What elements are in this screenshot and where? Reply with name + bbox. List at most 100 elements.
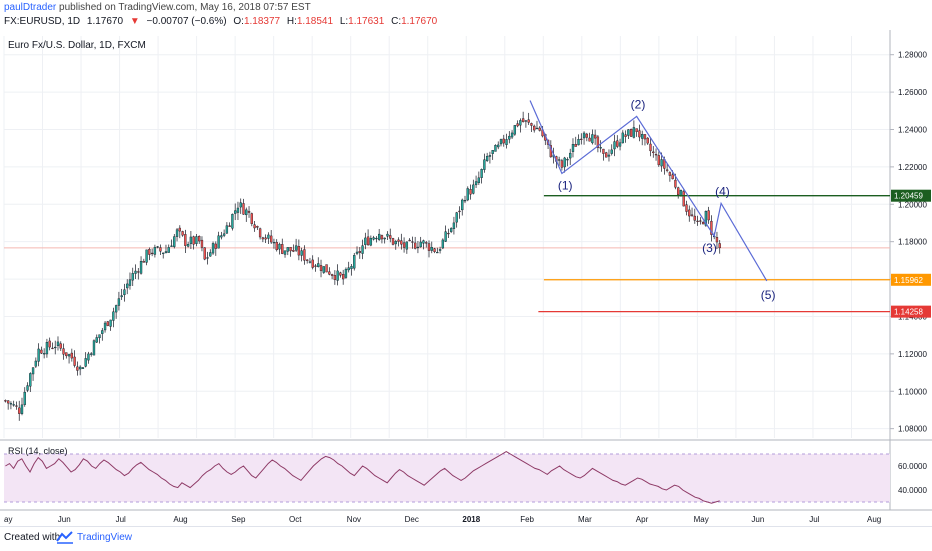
candle (333, 275, 337, 280)
candle (120, 295, 123, 298)
candle (342, 274, 345, 280)
x-tick-label: Aug (867, 515, 881, 524)
candle (250, 213, 253, 224)
candle (472, 184, 475, 194)
candle (62, 348, 65, 355)
candle (430, 247, 433, 251)
candle (652, 151, 655, 154)
candle (355, 251, 359, 254)
candle (657, 155, 660, 166)
price-chart[interactable]: Euro Fx/U.S. Dollar, 1D, FXCM 1.28000 1.26… (0, 30, 932, 524)
x-tick-label: Jul (809, 515, 819, 524)
open-value: 1.18377 (243, 16, 281, 27)
candle (128, 279, 132, 286)
candle (566, 159, 569, 161)
candle (618, 142, 622, 147)
candle (336, 270, 339, 281)
candle (571, 144, 575, 152)
candle (103, 322, 107, 331)
candle (117, 298, 121, 306)
wave-label: (1) (558, 178, 573, 192)
y-tick-label: 1.12000 (898, 350, 927, 359)
candle (200, 239, 204, 248)
candle (391, 238, 395, 245)
candle (242, 203, 245, 215)
wave-label: (4) (715, 184, 730, 198)
candle (308, 261, 312, 263)
high-label: H: (286, 16, 297, 27)
candle (588, 137, 591, 142)
published-text: published on TradingView.com, May 16, 20… (59, 2, 311, 13)
tradingview-brand[interactable]: TradingView (77, 532, 133, 543)
candle (582, 132, 586, 139)
candle (283, 250, 287, 255)
candle (596, 136, 600, 148)
author-link[interactable]: paulDtrader (4, 2, 57, 13)
candle (59, 343, 62, 349)
candle (621, 132, 624, 144)
candle (699, 220, 702, 222)
candle (78, 366, 82, 370)
candle (405, 241, 409, 250)
candle (211, 243, 215, 254)
candle (131, 273, 134, 281)
candle (112, 311, 115, 321)
candle (469, 189, 472, 195)
candle (499, 139, 503, 145)
candle (643, 134, 647, 140)
candle (580, 138, 583, 140)
candle (474, 181, 478, 186)
candle (627, 129, 630, 136)
candle (452, 222, 456, 229)
chart-area[interactable]: Euro Fx/U.S. Dollar, 1D, FXCM 1.28000 1.26… (0, 30, 932, 524)
candle (538, 127, 541, 131)
candle (350, 266, 353, 269)
candle (48, 340, 51, 348)
candle (710, 220, 713, 235)
candle (45, 342, 49, 355)
candle (494, 144, 497, 152)
last-price: 1.17670 (86, 16, 124, 27)
candle (145, 249, 148, 263)
candle (591, 134, 594, 144)
candle (677, 187, 680, 195)
candle (707, 210, 710, 221)
candle (444, 231, 447, 242)
candle (76, 366, 79, 371)
candle (114, 305, 118, 313)
candle (292, 249, 295, 252)
candle (90, 353, 93, 355)
candle (245, 209, 248, 216)
elliott-wave-line (529, 100, 768, 282)
candle (383, 237, 386, 240)
wave-label: (5) (761, 288, 776, 302)
candle (87, 353, 90, 361)
candle (624, 134, 627, 137)
candle (139, 261, 143, 274)
candle (375, 237, 378, 240)
candle (206, 257, 209, 259)
candle (397, 239, 400, 242)
candle (527, 119, 530, 123)
level-price-tag (891, 305, 931, 318)
candle (228, 225, 231, 227)
candle (607, 154, 611, 157)
y-tick-label: 1.26000 (898, 88, 927, 97)
y-tick-label: 1.10000 (898, 387, 927, 396)
candle (513, 125, 517, 135)
candle (386, 233, 389, 237)
candle (715, 237, 719, 243)
candle (234, 210, 237, 214)
candle (635, 128, 638, 132)
candle (599, 147, 602, 149)
candle (458, 210, 461, 213)
candle (519, 120, 522, 126)
candle (422, 240, 425, 244)
candle (419, 241, 422, 248)
candle (220, 235, 223, 238)
candle (26, 385, 29, 391)
candle (9, 403, 13, 405)
candle (217, 235, 220, 249)
candle (189, 236, 193, 244)
rsi-tick-label: 40.0000 (898, 486, 927, 495)
